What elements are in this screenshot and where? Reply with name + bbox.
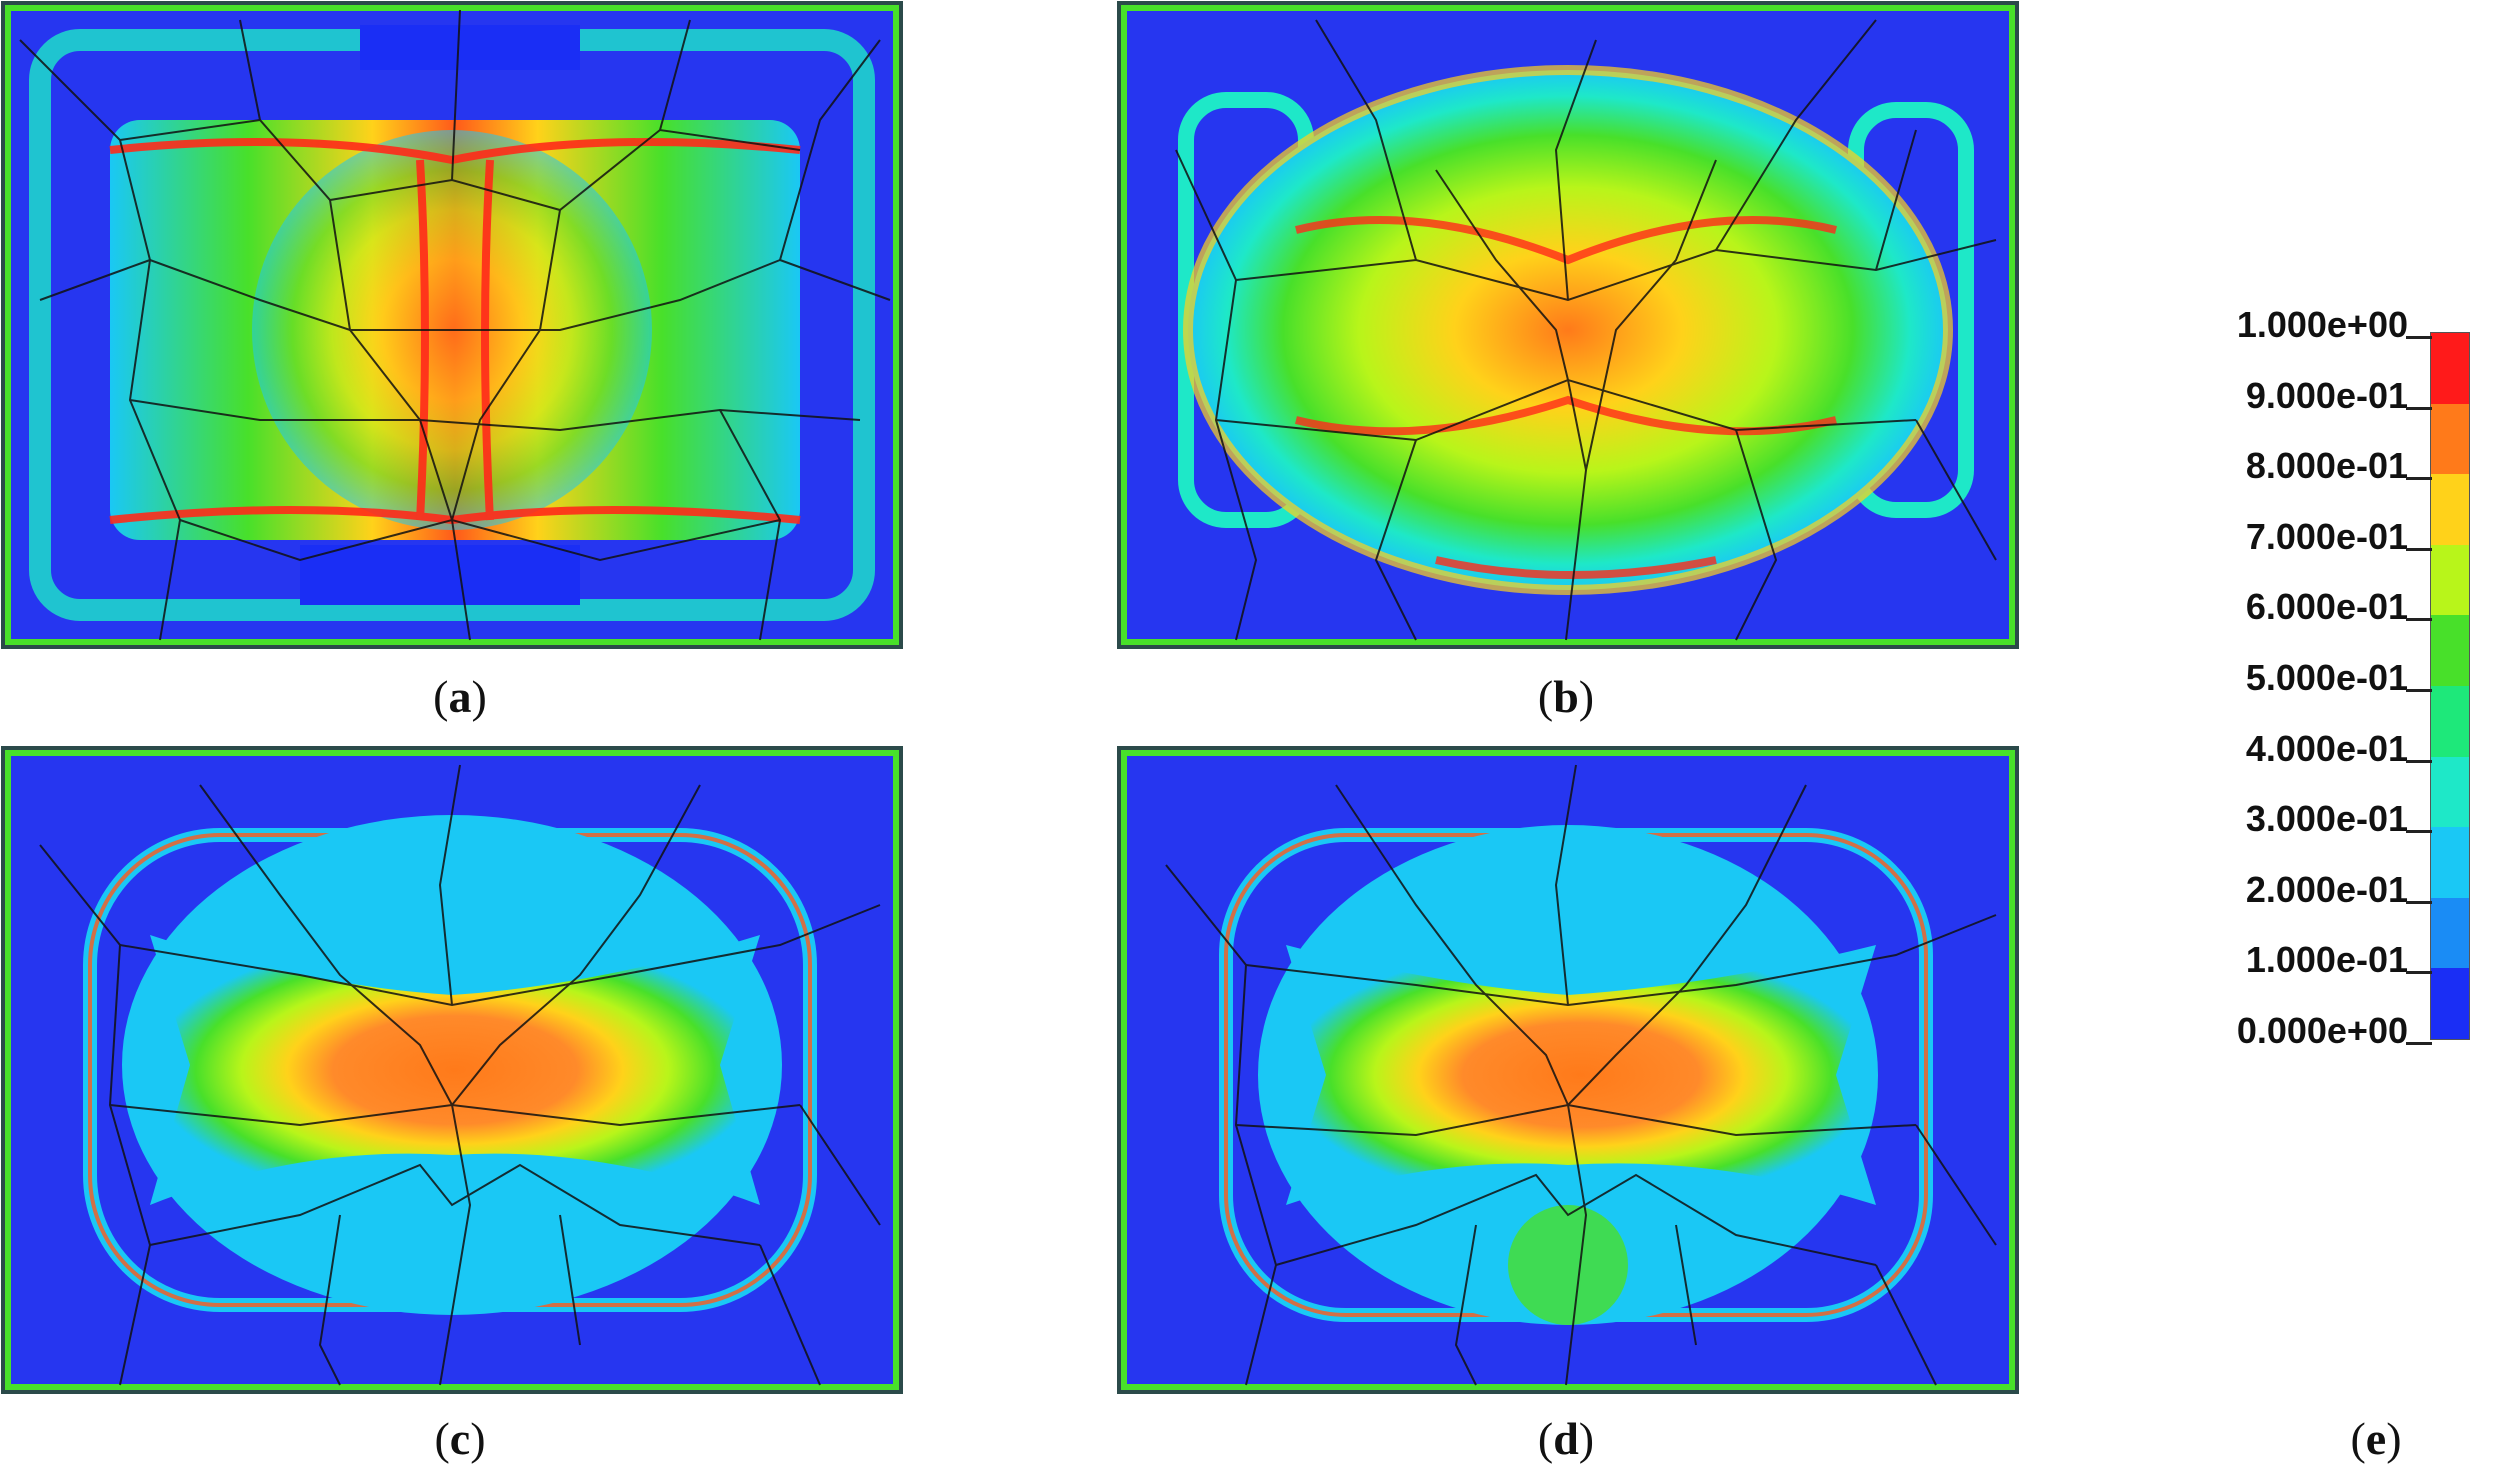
legend-swatch <box>2431 474 2469 545</box>
legend-label: 7.000e-01 <box>2245 515 2408 557</box>
legend-swatch <box>2431 827 2469 898</box>
legend-color-bar <box>2430 332 2470 1040</box>
legend-swatch <box>2431 333 2469 404</box>
panel-label-c: (c) <box>434 1413 486 1464</box>
legend-label: 9.000e-01 <box>2245 374 2408 416</box>
legend-tick <box>2406 900 2432 904</box>
panel-label-b: (b) <box>1537 671 1595 722</box>
legend-swatch <box>2431 685 2469 757</box>
legend-label: 0.000e+00 <box>2236 1010 2408 1051</box>
legend-label: 6.000e-01 <box>2245 586 2408 628</box>
contour-panel-a <box>0 0 904 650</box>
legend-label: 5.000e-01 <box>2245 657 2408 698</box>
legend-tick <box>2406 759 2432 763</box>
legend-swatch <box>2431 968 2469 1039</box>
contour-plot-d <box>1117 746 2019 1394</box>
legend-label: 3.000e-01 <box>2245 798 2408 840</box>
legend-tick <box>2406 406 2432 410</box>
legend-swatch <box>2431 544 2469 616</box>
contour-panel-b <box>1116 0 2020 650</box>
legend-tick <box>2406 971 2432 975</box>
legend-tick <box>2406 477 2432 481</box>
legend-tick <box>2406 547 2432 551</box>
legend-swatch <box>2431 756 2469 828</box>
legend-swatch <box>2431 897 2469 969</box>
panel-label-e: (e) <box>2350 1413 2402 1464</box>
legend-tick <box>2406 618 2432 622</box>
legend-tick <box>2406 336 2432 339</box>
legend-label: 4.000e-01 <box>2245 727 2408 769</box>
legend-swatch <box>2431 615 2469 686</box>
legend-swatch <box>2431 403 2469 475</box>
legend-tick <box>2406 1042 2432 1045</box>
legend-label: 2.000e-01 <box>2245 868 2408 910</box>
legend-tick <box>2406 830 2432 834</box>
contour-plot-c <box>1 746 903 1394</box>
legend-tick <box>2406 689 2432 692</box>
color-legend: 1.000e+00 9.000e-01 8.000e-01 7.000e-01 6.00… <box>2180 300 2520 1060</box>
contour-panel-d <box>1116 745 2020 1395</box>
contour-plot-a <box>1 1 903 649</box>
legend-label: 1.000e+00 <box>2236 304 2408 345</box>
contour-plot-b <box>1117 1 2019 649</box>
panel-label-d: (d) <box>1537 1413 1595 1464</box>
contour-panel-c <box>0 745 904 1395</box>
legend-label: 8.000e-01 <box>2245 445 2408 487</box>
panel-label-a: (a) <box>433 671 487 722</box>
legend-label: 1.000e-01 <box>2245 939 2408 981</box>
